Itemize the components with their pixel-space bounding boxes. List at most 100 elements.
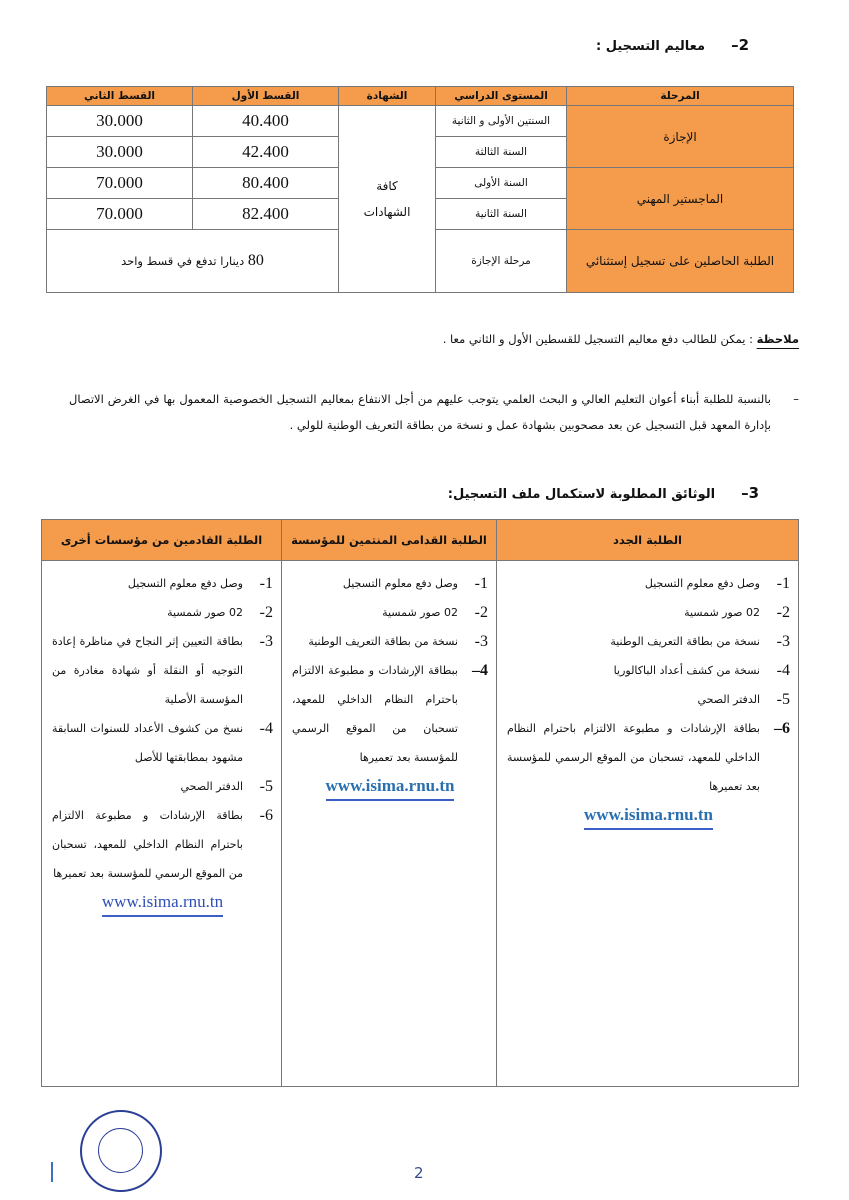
first-installment-cell: 82.400 xyxy=(192,198,339,230)
website-link[interactable]: www.isima.rnu.tn xyxy=(507,801,790,830)
note: ملاحظة : يمكن للطالب دفع معاليم التسجيل … xyxy=(99,326,799,352)
item-text: 02 صور شمسية xyxy=(684,606,760,619)
new-students-cell: 1- وصل دفع معلوم التسجيل 2- 02 صور شمسية 3- ن… xyxy=(496,560,799,1087)
level-cell: مرحلة الإجازة xyxy=(435,229,567,293)
website-link-text[interactable]: www.isima.rnu.tn xyxy=(584,805,713,830)
item-number: 2- xyxy=(474,604,488,621)
second-installment-cell: 70.000 xyxy=(46,167,193,199)
item-number: 3- xyxy=(474,633,488,650)
table-row: 1- وصل دفع معلوم التسجيل 2- 02 صور شمسية 3- ن… xyxy=(41,560,799,1087)
list-item: 4- نسخ من كشوف الأعداد للسنوات السابقة مش… xyxy=(52,714,273,772)
document-list: 1- وصل دفع معلوم التسجيل 2- 02 صور شمسية 3- ب… xyxy=(52,569,273,888)
note-text: : يمكن للطالب دفع معاليم التسجيل للقسطين… xyxy=(442,332,757,346)
list-item: 2- 02 صور شمسية xyxy=(52,598,273,627)
stamp-inner-ring xyxy=(98,1128,143,1173)
second-installment-cell: 30.000 xyxy=(46,105,193,137)
stage-cell: الماجستير المهني xyxy=(566,167,794,230)
item-number: 4- xyxy=(259,720,273,737)
footer-bar xyxy=(51,1162,53,1182)
list-item: 6- بطاقة الإرشادات و مطبوعة الالتزام باحت… xyxy=(52,801,273,888)
section-title: الوثائق المطلوبة لاستكمال ملف التسجيل: xyxy=(447,487,716,502)
document-list: 1- وصل دفع معلوم التسجيل 2- 02 صور شمسية 3- ن… xyxy=(507,569,790,801)
list-item: 1- وصل دفع معلوم التسجيل xyxy=(52,569,273,598)
fees-table: المرحلة المستوى الدراسي الشهادة القسط ال… xyxy=(46,86,794,293)
item-number: 6- xyxy=(259,807,273,824)
item-number: 3- xyxy=(776,633,790,650)
item-number: 1- xyxy=(474,575,488,592)
item-text: 02 صور شمسية xyxy=(167,606,243,619)
header-new-students: الطلبة الجدد xyxy=(496,519,799,561)
item-number: 2- xyxy=(776,604,790,621)
level-cell: السنتين الأولى و الثانية xyxy=(435,105,567,137)
table-row: الإجازة السنتين الأولى و الثانية كافة ال… xyxy=(46,105,794,293)
list-item: 5- الدفتر الصحي xyxy=(507,685,790,714)
stage-cell: الطلبة الحاصلين على تسجيل إستثنائي xyxy=(566,229,794,293)
list-item: 2- 02 صور شمسية xyxy=(507,598,790,627)
item-text: وصل دفع معلوم التسجيل xyxy=(342,577,458,590)
header-level: المستوى الدراسي xyxy=(435,86,567,106)
header-stage: المرحلة xyxy=(566,86,794,106)
item-number: 5- xyxy=(776,691,790,708)
item-number: 1- xyxy=(776,575,790,592)
section-number: 3– xyxy=(741,484,759,502)
first-installment-cell: 42.400 xyxy=(192,136,339,168)
single-payment-text: دينارا تدفع في قسط واحد xyxy=(121,254,245,268)
item-text: الدفتر الصحي xyxy=(697,693,760,706)
bullet-text: بالنسبة للطلبة أبناء أعوان التعليم العال… xyxy=(69,392,771,432)
header-second-installment: القسط الثاني xyxy=(46,86,193,106)
item-number: 4– xyxy=(472,662,488,679)
header-first-installment: القسط الأول xyxy=(192,86,339,106)
table-header-row: الطلبة الجدد الطلبة القدامى المنتمين للم… xyxy=(41,519,799,561)
item-number: 3- xyxy=(259,633,273,650)
item-text: بطاقة التعيين إثر النجاح في مناظرة إعادة… xyxy=(52,635,243,706)
section-2-heading: 2– معاليم التسجيل : xyxy=(596,36,749,54)
website-link[interactable]: www.isima.rnu.tn xyxy=(52,888,273,917)
document-list: 1- وصل دفع معلوم التسجيل 2- 02 صور شمسية 3- ن… xyxy=(292,569,488,772)
header-returning-students: الطلبة القدامى المنتمين للمؤسسة xyxy=(281,519,497,561)
returning-students-cell: 1- وصل دفع معلوم التسجيل 2- 02 صور شمسية 3- ن… xyxy=(281,560,497,1087)
level-cell: السنة الثانية xyxy=(435,198,567,230)
section-number: 2– xyxy=(731,36,749,54)
page-number: 2 xyxy=(414,1164,424,1182)
list-item: 3- نسخة من بطاقة التعريف الوطنية xyxy=(292,627,488,656)
list-item: 4– ببطاقة الإرشادات و مطبوعة الالتزام باح… xyxy=(292,656,488,772)
list-item: 3- بطاقة التعيين إثر النجاح في مناظرة إعا… xyxy=(52,627,273,714)
header-degree: الشهادة xyxy=(338,86,436,106)
list-item: 1- وصل دفع معلوم التسجيل xyxy=(292,569,488,598)
table-row: الماجستير المهني السنة الأولى 80.400 70.… xyxy=(46,167,794,230)
note-label: ملاحظة xyxy=(756,332,799,346)
single-payment-cell: 80 دينارا تدفع في قسط واحد xyxy=(46,229,339,293)
item-number: 4- xyxy=(776,662,790,679)
list-item: 2- 02 صور شمسية xyxy=(292,598,488,627)
item-text: وصل دفع معلوم التسجيل xyxy=(127,577,243,590)
table-row: الطلبة الحاصلين على تسجيل إستثنائي مرحلة… xyxy=(46,229,794,293)
institution-stamp xyxy=(80,1110,162,1192)
first-installment-cell: 80.400 xyxy=(192,167,339,199)
item-number: 5- xyxy=(259,778,273,795)
second-installment-cell: 70.000 xyxy=(46,198,193,230)
item-number: 2- xyxy=(259,604,273,621)
table-row: السنة الثانية 82.400 70.000 xyxy=(46,198,794,230)
list-item: 6– بطاقة الإرشادات و مطبوعة الالتزام باحت… xyxy=(507,714,790,801)
item-text: 02 صور شمسية xyxy=(382,606,458,619)
item-text: نسخة من بطاقة التعريف الوطنية xyxy=(610,635,760,648)
item-text: بطاقة الإرشادات و مطبوعة الالتزام باحترا… xyxy=(52,809,243,880)
item-text: نسخة من كشف أعداد الباكالوريا xyxy=(613,664,760,677)
stage-cell: الإجازة xyxy=(566,105,794,168)
item-text: نسخ من كشوف الأعداد للسنوات السابقة مشهو… xyxy=(52,722,243,764)
header-transfer-students: الطلبة القادمين من مؤسسات أخرى xyxy=(41,519,282,561)
transfer-students-cell: 1- وصل دفع معلوم التسجيل 2- 02 صور شمسية 3- ب… xyxy=(41,560,282,1087)
section-title: معاليم التسجيل : xyxy=(596,39,706,54)
bullet-paragraph: – بالنسبة للطلبة أبناء أعوان التعليم الع… xyxy=(69,386,799,438)
table-header-row: المرحلة المستوى الدراسي الشهادة القسط ال… xyxy=(46,86,794,106)
list-item: 4- نسخة من كشف أعداد الباكالوريا xyxy=(507,656,790,685)
second-installment-cell: 30.000 xyxy=(46,136,193,168)
documents-table: الطلبة الجدد الطلبة القدامى المنتمين للم… xyxy=(41,519,799,1087)
item-number: 6– xyxy=(774,720,790,737)
website-link-text[interactable]: www.isima.rnu.tn xyxy=(325,776,455,801)
table-row: السنة الثالثة 42.400 30.000 xyxy=(46,136,794,168)
first-installment-cell: 40.400 xyxy=(192,105,339,137)
website-link-text[interactable]: www.isima.rnu.tn xyxy=(101,892,224,917)
level-cell: السنة الثالثة xyxy=(435,136,567,168)
website-link[interactable]: www.isima.rnu.tn xyxy=(292,772,488,801)
